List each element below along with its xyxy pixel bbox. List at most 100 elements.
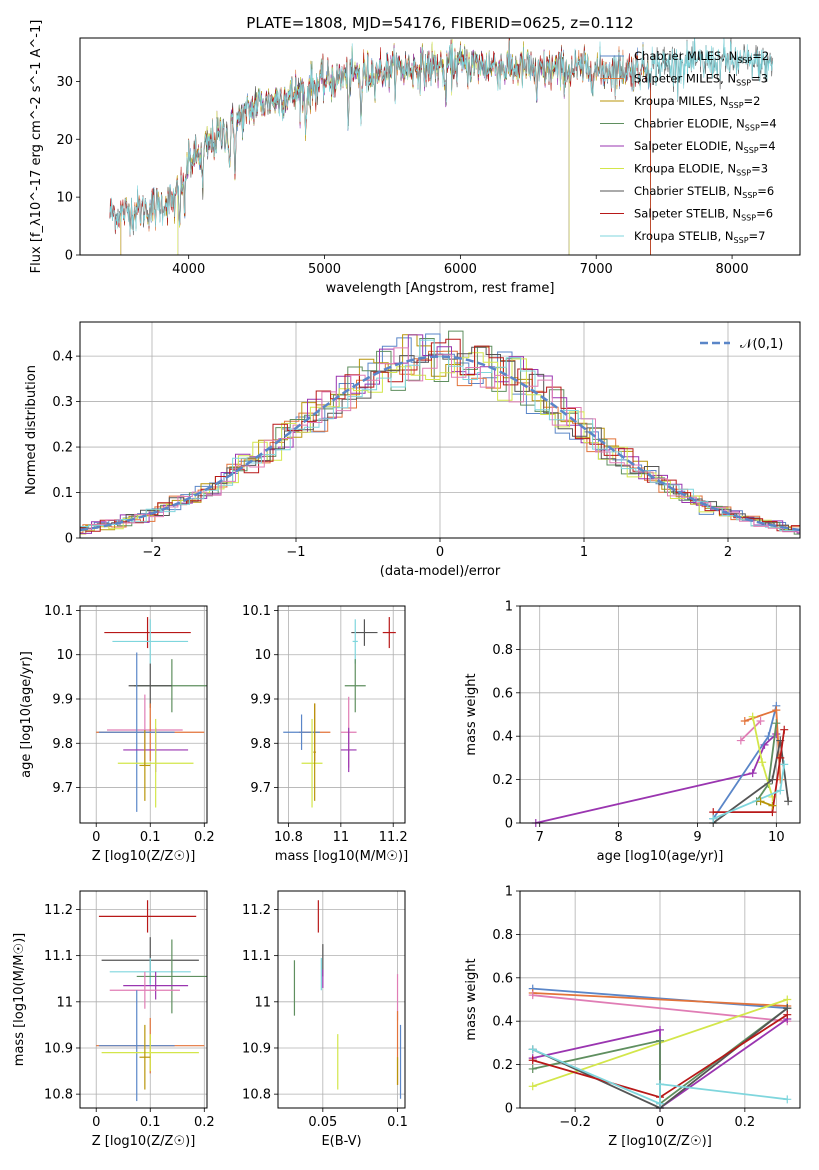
legend-label: Chabrier ELODIE, NSSP=4 xyxy=(634,117,777,133)
y-tick-label: 10.9 xyxy=(242,1041,271,1056)
x-tick-label: 0 xyxy=(436,545,444,560)
y-tick-label: 9.8 xyxy=(250,737,271,752)
x-tick-label: 0.2 xyxy=(735,1115,756,1130)
mass-weight-marker xyxy=(776,753,785,762)
x-tick-label: 7 xyxy=(536,830,544,845)
y-tick-label: 10.1 xyxy=(242,604,271,619)
y-tick-label: 11 xyxy=(254,995,271,1010)
normal-reference-curve xyxy=(80,355,800,532)
y-tick-label: 9.7 xyxy=(52,781,73,796)
mass-weight-series xyxy=(760,800,773,807)
histogram-step-series xyxy=(80,347,800,533)
y-axis-label: mass weight xyxy=(464,958,479,1040)
spectrum-line-series xyxy=(109,38,774,236)
mass-weight-marker xyxy=(772,719,781,728)
y-tick-label: 1 xyxy=(505,600,513,615)
axes-frame xyxy=(79,890,208,1109)
mass-weight-series xyxy=(532,994,788,1023)
y-axis-label: mass [log10(M/M☉)] xyxy=(12,933,27,1066)
mass-weight-marker xyxy=(780,760,789,769)
mass-weight-marker xyxy=(776,786,785,795)
mass-weight-marker xyxy=(740,717,749,726)
mass-weight-marker xyxy=(748,712,757,721)
y-tick-label: 10.1 xyxy=(44,604,73,619)
legend-label: Kroupa STELIB, NSSP=7 xyxy=(634,229,765,245)
x-axis-label: (data-model)/error xyxy=(380,564,501,579)
x-axis-label: Z [log10(Z/Z☉)] xyxy=(608,1134,712,1149)
y-axis-label: mass weight xyxy=(464,673,479,755)
axes-frame xyxy=(519,890,801,1109)
y-tick-label: 10.9 xyxy=(44,1041,73,1056)
x-tick-label: 5000 xyxy=(308,262,341,277)
x-tick-label: 9 xyxy=(693,830,701,845)
mass-weight-marker xyxy=(748,769,757,778)
mass-weight-marker xyxy=(656,1025,664,1034)
y-tick-label: 0.2 xyxy=(492,1058,513,1073)
x-axis-label: age [log10(age/yr)] xyxy=(597,849,724,864)
y-tick-label: 11.1 xyxy=(242,949,271,964)
x-tick-label: 0.1 xyxy=(140,1115,161,1130)
x-tick-label: 0.05 xyxy=(308,1115,337,1130)
legend-label: Salpeter ELODIE, NSSP=4 xyxy=(634,139,776,155)
x-tick-label: 0.1 xyxy=(140,830,161,845)
y-tick-label: 0.8 xyxy=(492,643,513,658)
x-tick-label: 6000 xyxy=(444,262,477,277)
y-tick-label: 10 xyxy=(56,648,73,663)
y-tick-label: 30 xyxy=(56,75,73,90)
panel-0: 4000 5000 6000 7000 8000 0 10 20 30 wavelength [A… xyxy=(29,14,801,296)
x-tick-label: 0 xyxy=(92,830,100,845)
mass-weight-marker xyxy=(656,1080,664,1089)
legend-label: Kroupa ELODIE, NSSP=3 xyxy=(634,162,768,178)
y-tick-label: 11.2 xyxy=(242,903,271,918)
y-tick-label: 9.9 xyxy=(250,693,271,708)
mass-weight-marker xyxy=(528,1056,537,1065)
x-tick-label: 11 xyxy=(333,830,350,845)
y-tick-label: 0 xyxy=(505,1102,513,1117)
mass-weight-marker xyxy=(780,725,789,734)
y-tick-label: 0.6 xyxy=(492,686,513,701)
x-tick-label: 10.8 xyxy=(274,830,303,845)
legend-label: Salpeter MILES, NSSP=3 xyxy=(634,72,768,88)
x-tick-label: 0 xyxy=(92,1115,100,1130)
mass-weight-marker xyxy=(709,814,718,823)
x-tick-label: 1 xyxy=(580,545,588,560)
mass-weight-marker xyxy=(528,1045,537,1054)
panel-2: 0 0.1 0.2 9.7 9.8 9.9 10 10.1 Z [log10(Z/Z☉)] age… xyxy=(19,604,215,864)
mass-weight-marker xyxy=(528,1082,537,1091)
y-tick-label: 0 xyxy=(505,817,513,832)
x-axis-label: mass [log10(M/M☉)] xyxy=(275,849,408,864)
y-tick-label: 11.2 xyxy=(44,903,73,918)
x-tick-label: 4000 xyxy=(172,262,205,277)
figure-title: PLATE=1808, MJD=54176, FIBERID=0625, z=0… xyxy=(246,14,633,32)
y-tick-label: 0.1 xyxy=(52,486,73,501)
mass-weight-marker xyxy=(768,775,777,784)
mass-weight-series xyxy=(532,987,788,1010)
y-tick-label: 11.1 xyxy=(44,949,73,964)
x-tick-label: −1 xyxy=(286,545,305,560)
y-tick-label: 9.9 xyxy=(52,693,73,708)
x-tick-label: 0.1 xyxy=(387,1115,408,1130)
legend-label: 𝒩(0,1) xyxy=(740,337,783,352)
mass-weight-marker xyxy=(784,797,793,806)
y-tick-label: 20 xyxy=(56,133,73,148)
legend-label: Chabrier MILES, NSSP=2 xyxy=(634,49,769,65)
y-tick-label: 10.8 xyxy=(242,1088,271,1103)
x-axis-label: E(B-V) xyxy=(321,1134,361,1149)
y-tick-label: 11 xyxy=(56,995,73,1010)
y-tick-label: 0.4 xyxy=(492,730,513,745)
x-tick-label: −2 xyxy=(142,545,161,560)
mass-weight-marker xyxy=(758,758,767,767)
panel-3: 10.8 11 11.2 9.7 9.8 9.9 10 10.1 mass [log10(M/M… xyxy=(242,604,408,864)
y-tick-label: 9.8 xyxy=(52,737,73,752)
mass-weight-marker xyxy=(783,1095,792,1104)
x-tick-label: 10 xyxy=(768,830,785,845)
y-tick-label: 0.2 xyxy=(492,773,513,788)
panel-4: 7 8 9 10 0 0.2 0.4 0.6 0.8 1 age [log10(age/yr)] ma… xyxy=(464,600,801,864)
legend-label: Kroupa MILES, NSSP=2 xyxy=(634,94,760,110)
mass-weight-marker xyxy=(528,1064,537,1073)
panel-5: 0 0.1 0.2 10.8 10.9 11 11.1 11.2 Z [log10(Z/Z☉)]… xyxy=(12,890,215,1149)
x-tick-label: 11.2 xyxy=(379,830,408,845)
mass-weight-marker xyxy=(764,732,773,741)
mass-weight-marker xyxy=(768,801,777,810)
